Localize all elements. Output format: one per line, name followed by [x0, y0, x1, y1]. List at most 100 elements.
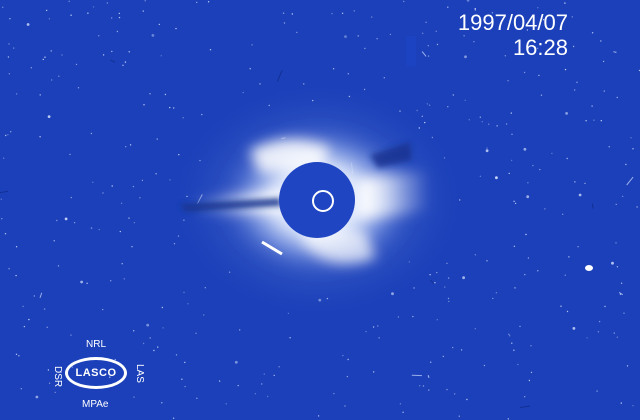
star — [53, 240, 55, 242]
star — [463, 35, 465, 37]
star — [616, 96, 618, 99]
star — [35, 395, 39, 399]
star — [448, 300, 450, 303]
star — [8, 43, 10, 45]
cosmic-ray-streak — [39, 292, 43, 299]
star — [474, 9, 476, 11]
star — [365, 330, 367, 333]
star — [234, 360, 238, 364]
star — [539, 43, 542, 45]
star — [474, 8, 476, 10]
logo-dsr-label: DSR — [52, 366, 63, 388]
star — [90, 132, 93, 135]
star — [623, 312, 625, 314]
star — [218, 380, 221, 382]
star — [460, 349, 463, 351]
star — [511, 342, 513, 344]
star — [347, 73, 349, 75]
star — [577, 246, 579, 248]
star — [3, 157, 5, 159]
star — [15, 274, 17, 277]
star — [225, 403, 227, 405]
star — [175, 354, 178, 356]
star — [479, 175, 482, 177]
star — [75, 63, 78, 66]
star — [523, 147, 527, 151]
star — [175, 27, 177, 30]
star — [249, 68, 251, 70]
star — [1, 218, 3, 220]
star — [526, 195, 530, 199]
star — [158, 23, 160, 26]
star — [242, 91, 244, 94]
star — [600, 120, 602, 122]
star — [346, 375, 349, 378]
star — [111, 17, 113, 19]
star — [486, 260, 488, 262]
star — [80, 280, 83, 284]
star — [507, 418, 509, 420]
star — [15, 93, 18, 95]
star — [296, 31, 298, 34]
star — [428, 389, 430, 391]
star — [70, 334, 72, 336]
star — [442, 355, 444, 358]
star — [426, 103, 428, 105]
star — [119, 230, 122, 233]
star — [283, 22, 286, 24]
star — [333, 392, 335, 395]
star — [61, 54, 63, 56]
star — [551, 152, 553, 155]
star — [466, 398, 468, 401]
star — [64, 217, 68, 221]
star — [57, 265, 60, 267]
star — [383, 77, 385, 79]
star — [568, 256, 570, 258]
star — [124, 61, 127, 63]
star — [33, 295, 35, 297]
star — [508, 172, 510, 175]
star — [462, 276, 465, 280]
star — [98, 35, 100, 37]
star — [56, 219, 58, 222]
star — [92, 181, 94, 183]
star — [331, 12, 333, 15]
star — [125, 146, 127, 148]
star — [162, 327, 164, 329]
star — [428, 376, 430, 378]
star — [495, 292, 498, 294]
star — [173, 243, 176, 245]
star — [28, 318, 30, 321]
star — [591, 32, 594, 34]
star — [514, 287, 516, 289]
star — [92, 6, 95, 8]
star — [15, 246, 18, 248]
star — [342, 354, 344, 357]
star — [353, 10, 355, 12]
star — [513, 200, 515, 202]
star — [111, 50, 113, 53]
logo-lasco-label: LASCO — [75, 367, 117, 379]
star — [48, 382, 51, 384]
star — [373, 371, 375, 373]
star — [161, 402, 163, 404]
star — [507, 80, 509, 82]
star — [196, 397, 198, 399]
star — [39, 94, 41, 96]
star — [452, 346, 454, 349]
star — [143, 104, 145, 106]
star — [454, 393, 456, 395]
star — [9, 18, 11, 20]
star — [436, 319, 438, 321]
star — [427, 55, 430, 57]
star — [574, 89, 576, 91]
star — [77, 87, 80, 89]
star — [517, 363, 519, 366]
star — [620, 282, 623, 284]
time-label: 16:28 — [512, 35, 568, 60]
star — [8, 268, 10, 270]
star — [626, 365, 629, 367]
star — [519, 325, 521, 328]
star — [86, 282, 88, 284]
star — [474, 328, 476, 330]
